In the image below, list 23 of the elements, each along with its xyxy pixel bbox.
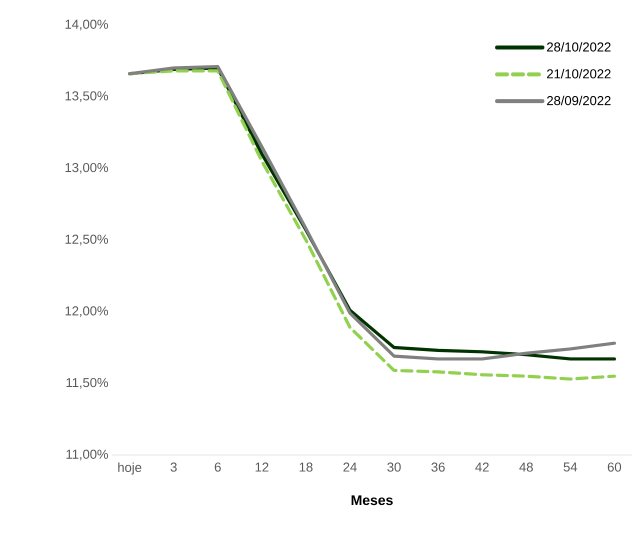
x-tick-label: 6 xyxy=(214,462,221,472)
y-tick-label: 11,50% xyxy=(66,378,108,389)
x-tick-label: hoje xyxy=(118,462,142,475)
x-tick-label: 30 xyxy=(387,462,401,472)
x-tick-label: 36 xyxy=(431,462,445,472)
x-tick-label: 12 xyxy=(256,462,268,472)
y-tick-label: 12,00% xyxy=(66,306,108,318)
x-axis-title: Meses xyxy=(352,495,393,506)
y-tick-label: 11,00% xyxy=(66,450,108,460)
legend-label: 28/09/2022 xyxy=(547,96,611,106)
x-tick-label: 3 xyxy=(170,462,177,472)
x-tick-label: 54 xyxy=(564,462,578,472)
x-tick-label: 24 xyxy=(343,462,357,472)
legend-label: 21/10/2022 xyxy=(547,68,611,78)
y-tick-label: 12,50% xyxy=(66,234,108,246)
y-tick-label: 13,00% xyxy=(66,162,108,174)
x-tick-label: 42 xyxy=(475,462,489,472)
legend-label: 28/10/2022 xyxy=(547,42,611,52)
x-tick-label: 18 xyxy=(300,462,313,472)
y-tick-label: 13,50% xyxy=(66,91,108,102)
x-tick-label: 48 xyxy=(519,462,533,472)
y-tick-label: 14,00% xyxy=(66,20,108,30)
x-tick-label: 60 xyxy=(608,462,622,472)
